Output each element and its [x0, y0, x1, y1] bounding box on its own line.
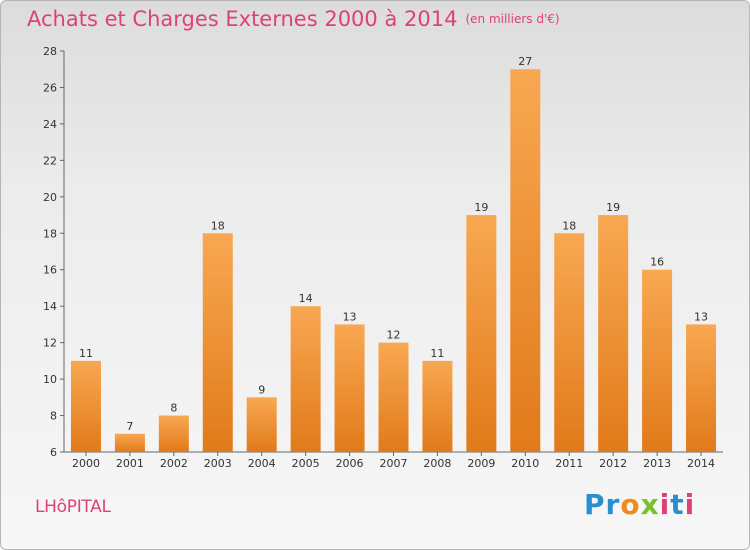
- bar-value-label: 16: [650, 256, 664, 269]
- bar-value-label: 19: [474, 201, 488, 214]
- x-tick-label: 2013: [643, 457, 671, 470]
- x-tick-label: 2006: [336, 457, 364, 470]
- bar-2014: [686, 324, 717, 452]
- y-tick-label: 8: [50, 410, 57, 423]
- logo-letter: t: [670, 488, 685, 521]
- bar-2004: [246, 397, 277, 452]
- x-tick-label: 2010: [511, 457, 539, 470]
- logo-letter: r: [605, 488, 621, 521]
- chart-axes: 6 8 10 12 14 16 18 20 22 24 26 28 2000 2001 2002 2003 20…: [43, 45, 723, 470]
- x-tick-label: 2014: [687, 457, 715, 470]
- bar-value-label: 19: [606, 201, 620, 214]
- bar-2008: [422, 360, 453, 452]
- logo-letter: x: [640, 488, 660, 521]
- logo-letter: o: [620, 488, 641, 521]
- bar-2010: [510, 69, 541, 453]
- chart-title-text: Achats et Charges Externes 2000 à 2014: [27, 7, 458, 31]
- bar-value-label: 13: [694, 310, 708, 323]
- x-tick-label: 2003: [204, 457, 232, 470]
- bar-value-label: 11: [430, 347, 444, 360]
- y-tick-label: 16: [43, 264, 57, 277]
- bar-2011: [554, 233, 585, 452]
- x-tick-label: 2009: [467, 457, 495, 470]
- bar-value-label: 8: [170, 402, 177, 415]
- bar-2000: [70, 360, 101, 452]
- y-tick-label: 20: [43, 191, 57, 204]
- x-tick-label: 2012: [599, 457, 627, 470]
- location-name: LHôPITAL: [35, 497, 111, 517]
- y-tick-label: 18: [43, 227, 57, 240]
- x-tick-label: 2002: [160, 457, 188, 470]
- bar-value-label: 18: [562, 219, 576, 232]
- bar-2013: [642, 269, 673, 452]
- bar-2012: [598, 215, 629, 452]
- bar-value-label: 27: [518, 55, 532, 68]
- x-tick-label: 2001: [116, 457, 144, 470]
- bar-value-label: 7: [126, 420, 133, 433]
- chart-bars: 11 7 8 18 9 14 13 12 11 19 27 18 19 16 13: [70, 55, 717, 453]
- y-tick-label: 6: [50, 446, 57, 459]
- bar-2006: [334, 324, 365, 452]
- x-tick-label: 2007: [380, 457, 408, 470]
- x-tick-label: 2000: [72, 457, 100, 470]
- x-tick-label: 2005: [292, 457, 320, 470]
- y-tick-label: 12: [43, 337, 57, 350]
- y-tick-label: 10: [43, 373, 57, 386]
- bar-value-label: 18: [211, 219, 225, 232]
- bar-value-label: 9: [258, 383, 265, 396]
- y-tick-label: 22: [43, 154, 57, 167]
- bar-value-label: 11: [79, 347, 93, 360]
- bar-2002: [158, 415, 189, 452]
- bar-2001: [114, 433, 145, 452]
- bar-value-label: 13: [343, 310, 357, 323]
- proxiti-logo: Proxiti: [584, 488, 695, 521]
- x-tick-label: 2008: [423, 457, 451, 470]
- x-tick-label: 2011: [555, 457, 583, 470]
- y-tick-label: 14: [43, 300, 57, 313]
- chart-title: Achats et Charges Externes 2000 à 2014 (e…: [27, 7, 560, 31]
- bar-2005: [290, 306, 321, 452]
- logo-letter: i: [659, 488, 671, 521]
- bar-2003: [202, 233, 233, 452]
- bar-value-label: 14: [299, 292, 313, 305]
- bar-2009: [466, 215, 497, 452]
- bar-value-label: 12: [387, 329, 401, 342]
- y-tick-label: 24: [43, 118, 57, 131]
- chart-subtitle: (en milliers d'€): [465, 12, 560, 26]
- logo-letter: i: [684, 488, 696, 521]
- x-tick-label: 2004: [248, 457, 276, 470]
- logo-letter: P: [584, 488, 606, 521]
- bar-2007: [378, 342, 409, 452]
- y-tick-label: 28: [43, 45, 57, 58]
- y-tick-label: 26: [43, 81, 57, 94]
